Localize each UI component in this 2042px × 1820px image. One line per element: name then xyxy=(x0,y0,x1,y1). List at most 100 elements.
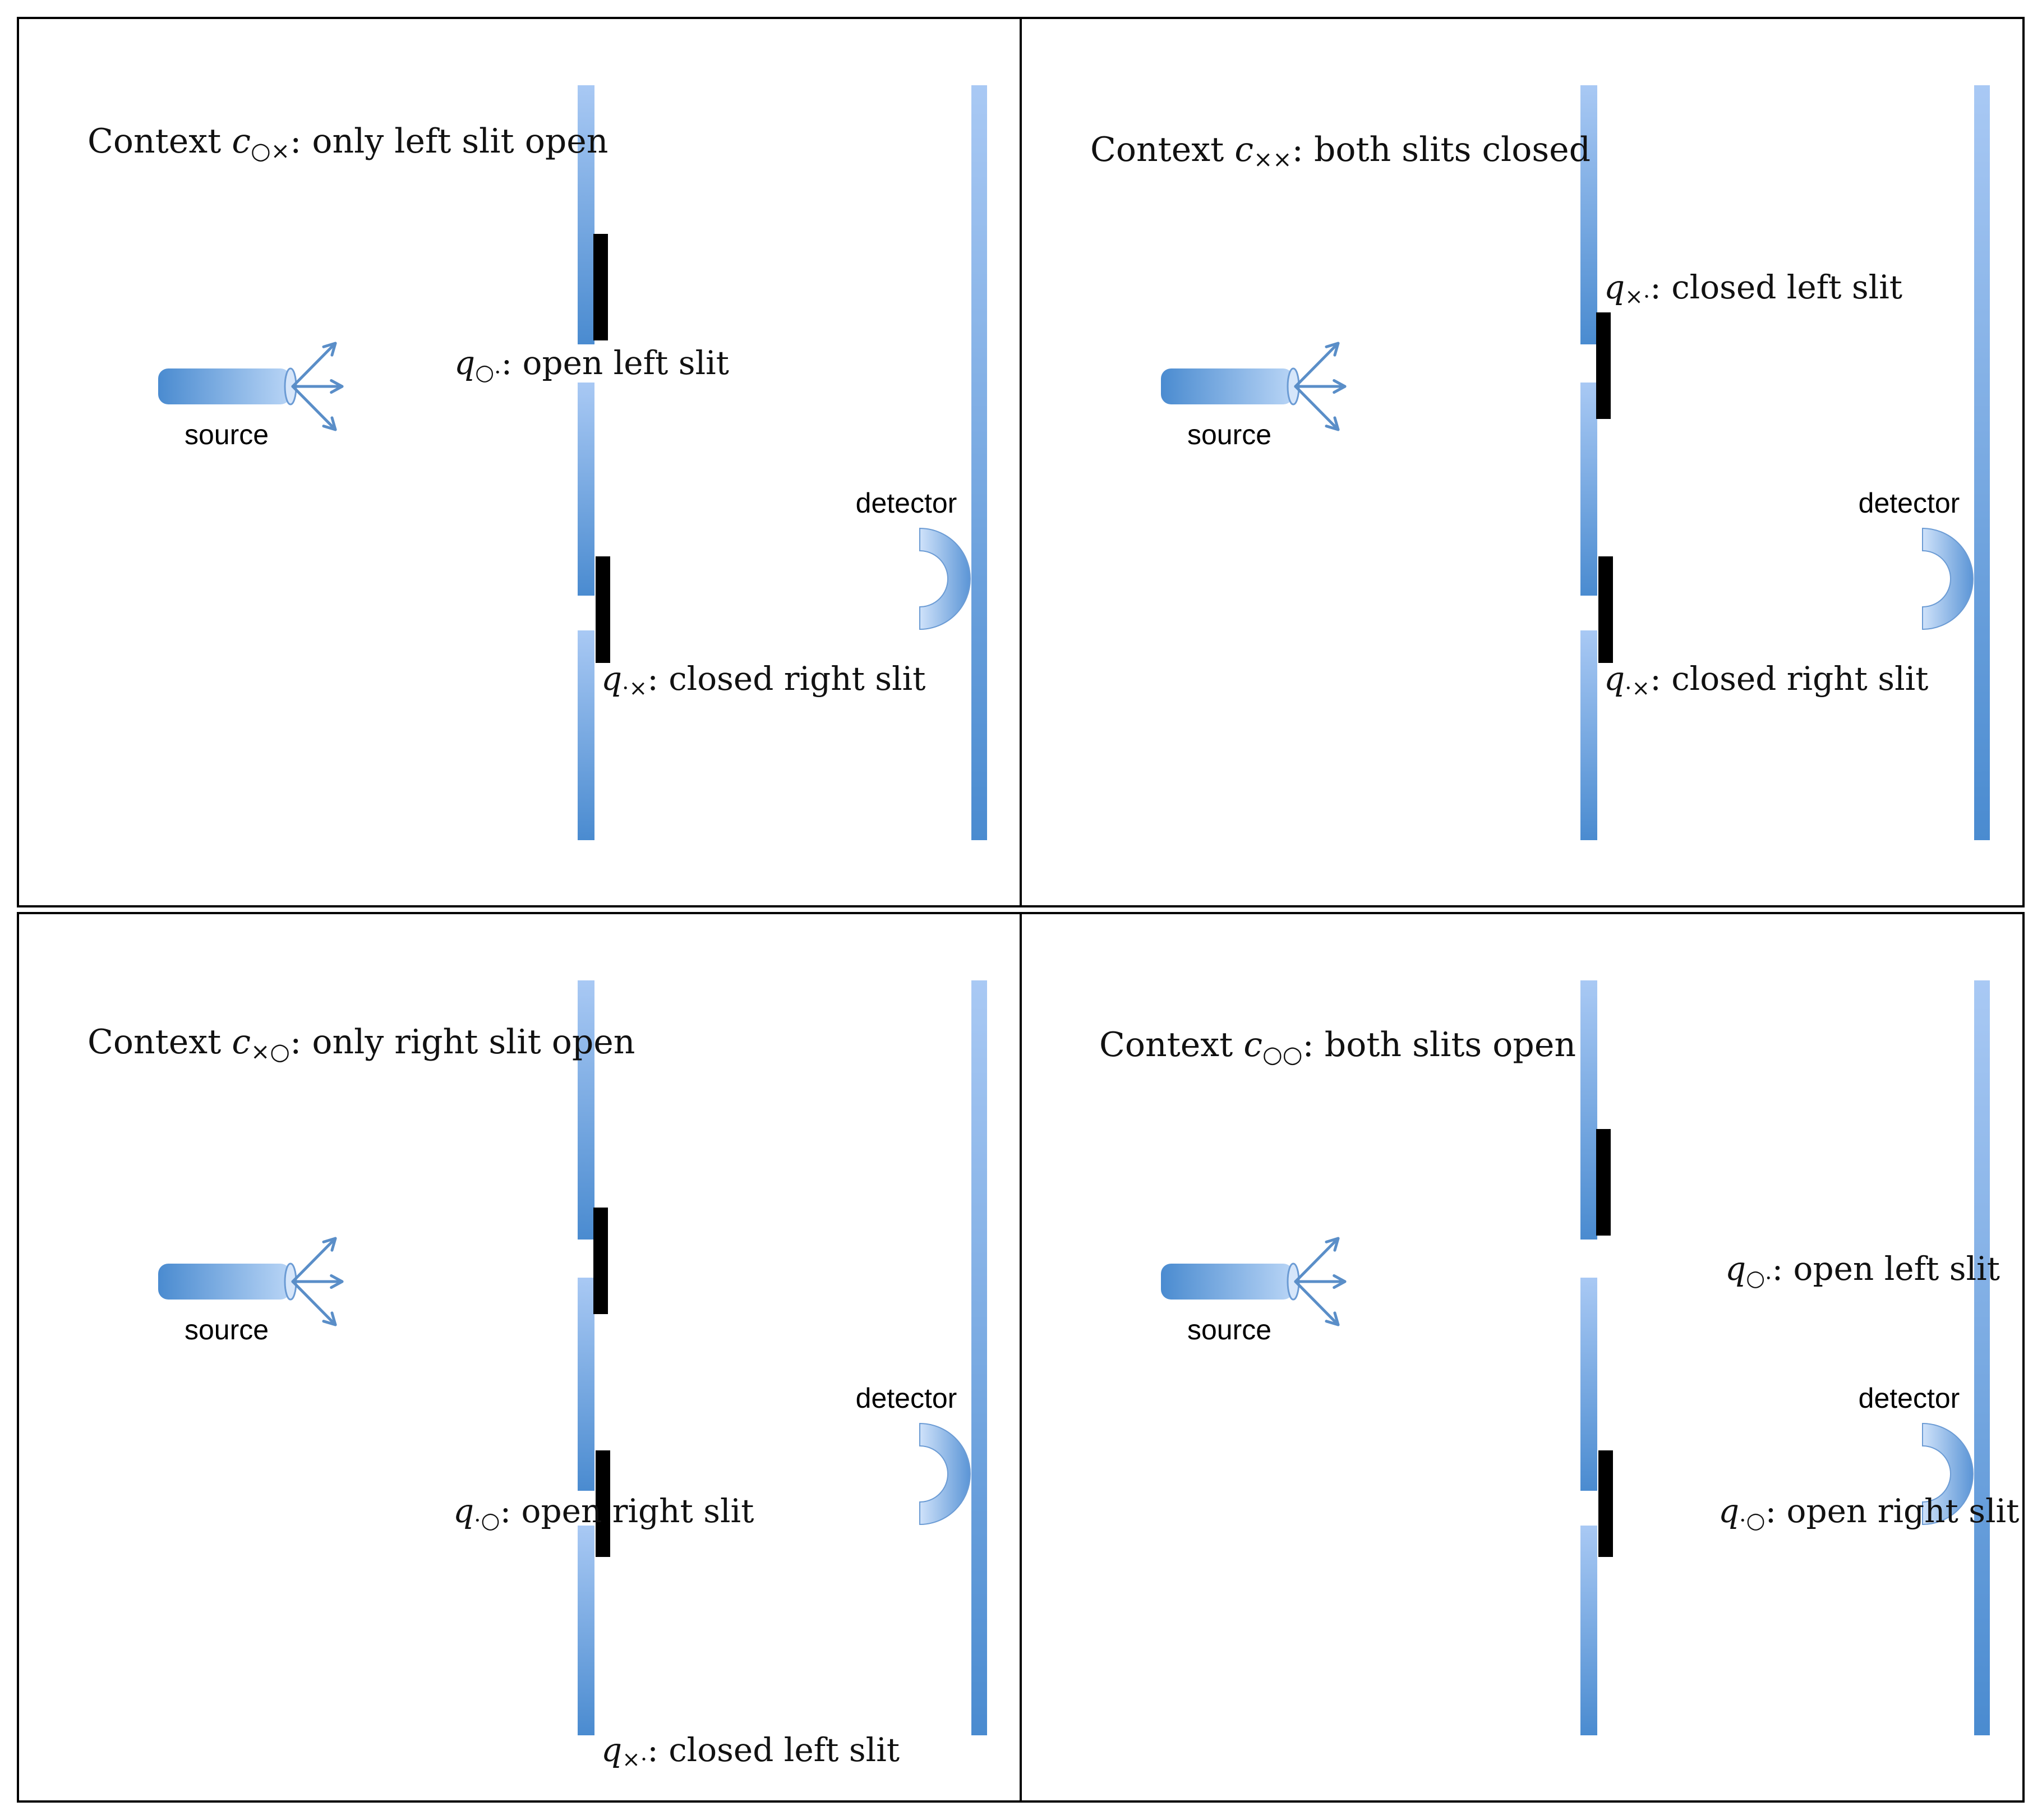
right-slit-shutter xyxy=(1598,1450,1613,1557)
barrier-segment xyxy=(578,1278,594,1491)
math-symbol: q xyxy=(1725,1250,1746,1288)
panel-bottom-right: source detector Context c○○: both slits op… xyxy=(1020,912,2025,1803)
source-label: source xyxy=(185,1314,269,1346)
source-cylinder xyxy=(1161,368,1293,404)
detector-label: detector xyxy=(1859,1383,1960,1414)
label-suffix: : only left slit open xyxy=(290,122,608,161)
label-suffix: : open left slit xyxy=(501,344,729,382)
math-subscript: ·○ xyxy=(474,1508,500,1533)
math-subscript: ×○ xyxy=(251,1038,290,1065)
source-label: source xyxy=(1187,1314,1271,1346)
emission-arrow-shaft xyxy=(291,385,337,431)
emission-arrow-head xyxy=(1325,416,1340,431)
right-slit-shutter xyxy=(1598,556,1613,663)
panel-frame xyxy=(1020,912,2025,1803)
emission-arrow-shaft xyxy=(1294,1237,1340,1283)
barrier-segment xyxy=(578,85,594,344)
label-suffix: : both slits closed xyxy=(1292,130,1591,169)
left-slit-label: q○·: open left slit xyxy=(454,344,729,385)
barrier-segment xyxy=(1580,383,1597,596)
emission-arrow-shaft xyxy=(1294,385,1340,431)
emission-arrows xyxy=(291,342,344,431)
barrier-segment xyxy=(1580,980,1597,1240)
emission-arrow-shaft xyxy=(1294,1280,1340,1326)
math-subscript: ○○ xyxy=(1262,1041,1303,1068)
barrier-segment xyxy=(578,980,594,1240)
label-suffix: : both slits open xyxy=(1303,1025,1576,1065)
panel-bottom-left: source detector Context c×○: only right sl… xyxy=(17,912,1022,1803)
detector-label: detector xyxy=(856,487,957,519)
emission-arrow-head xyxy=(1333,379,1347,394)
left-slit-label: q×·: closed left slit xyxy=(1604,268,1902,310)
panel-top-right: source detector Context c××: both slits cl… xyxy=(1020,17,2025,907)
emission-arrows xyxy=(1294,1237,1347,1326)
context-title: Context c○×: only left slit open xyxy=(87,122,608,164)
barrier-segment xyxy=(1580,630,1597,840)
math-symbol: q xyxy=(601,660,622,698)
right-slit-label: q·○: open right slit xyxy=(453,1492,754,1533)
math-subscript: ○· xyxy=(475,360,501,385)
left-slit-shutter xyxy=(1596,1129,1611,1236)
emission-arrow-shaft xyxy=(291,342,337,388)
detector-label: detector xyxy=(856,1383,957,1414)
emission-arrow-head xyxy=(322,1237,337,1252)
math-symbol: c xyxy=(232,122,251,161)
panel-top-left: source detector Context c○×: only left sli… xyxy=(17,17,1022,907)
detector-label: detector xyxy=(1859,487,1960,519)
math-symbol: q xyxy=(1604,268,1625,306)
math-subscript: ○× xyxy=(251,137,290,164)
math-symbol: q xyxy=(1718,1492,1739,1530)
source-label: source xyxy=(1187,419,1271,450)
detector xyxy=(919,1422,971,1526)
barrier-segment xyxy=(578,383,594,596)
emission-arrow-head xyxy=(1333,1274,1347,1289)
source xyxy=(1161,367,1300,406)
math-subscript: ·○ xyxy=(1739,1508,1765,1533)
left-slit-label: q×·: closed left slit xyxy=(601,1731,900,1772)
emission-arrow-head xyxy=(322,1311,337,1326)
math-subscript: ×· xyxy=(1625,284,1650,310)
source-cylinder xyxy=(1161,1264,1293,1300)
source xyxy=(158,367,297,406)
math-subscript: ·× xyxy=(622,676,647,701)
detection-screen xyxy=(1974,85,1990,840)
barrier-segment xyxy=(1580,1526,1597,1735)
right-slit-shutter xyxy=(596,556,610,663)
emission-arrow-shaft xyxy=(1294,342,1340,388)
emission-arrow-head xyxy=(1325,1237,1340,1252)
panel-frame xyxy=(1020,17,2025,907)
math-symbol: q xyxy=(601,1731,622,1769)
emission-arrow-head xyxy=(1325,342,1340,357)
math-symbol: c xyxy=(1243,1025,1262,1065)
label-prefix: Context xyxy=(87,1022,232,1062)
source xyxy=(158,1263,297,1301)
math-symbol: q xyxy=(454,344,475,382)
source-cylinder xyxy=(158,1264,291,1300)
label-prefix: Context xyxy=(87,122,232,161)
emission-arrow-head xyxy=(1325,1311,1340,1326)
detector xyxy=(1922,1422,1974,1526)
label-suffix: : closed right slit xyxy=(647,660,925,698)
math-subscript: ·× xyxy=(1625,676,1650,701)
emission-arrow-shaft xyxy=(291,1237,337,1283)
emission-arrow-head xyxy=(330,379,344,394)
math-subscript: ×× xyxy=(1253,146,1292,173)
left-slit-shutter xyxy=(593,234,608,340)
detector xyxy=(919,527,971,630)
detection-screen xyxy=(971,85,987,840)
barrier-segment xyxy=(1580,85,1597,344)
label-suffix: : closed left slit xyxy=(647,1731,900,1769)
emission-arrow-shaft xyxy=(291,1280,337,1326)
barrier-segment xyxy=(1580,1278,1597,1491)
right-slit-label: q·○: open right slit xyxy=(1718,1492,2019,1533)
right-slit-label: q·×: closed right slit xyxy=(1604,660,1928,701)
label-prefix: Context xyxy=(1099,1025,1243,1065)
math-subscript: ×· xyxy=(622,1747,647,1772)
right-slit-shutter xyxy=(596,1450,610,1557)
label-suffix: : open right slit xyxy=(1766,1492,2020,1530)
source-cylinder xyxy=(158,368,291,404)
emission-arrow-head xyxy=(322,416,337,431)
math-symbol: c xyxy=(232,1022,251,1062)
emission-arrow-head xyxy=(330,1274,344,1289)
